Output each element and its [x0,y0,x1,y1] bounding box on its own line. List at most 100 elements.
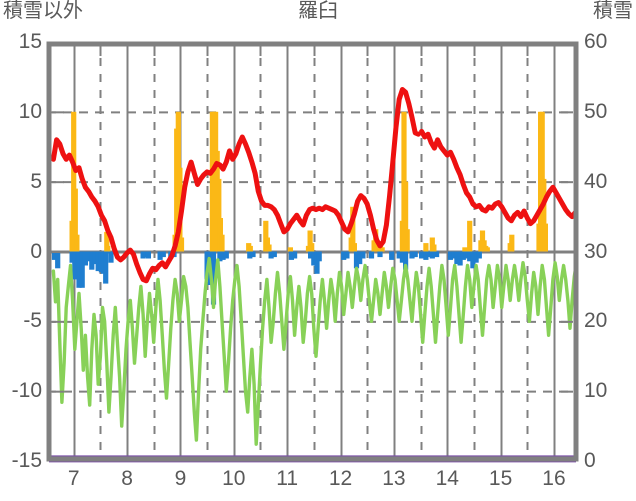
x-axis-tick-label: 16 [542,467,566,490]
bar [95,251,101,272]
x-axis-tick-label: 11 [276,467,299,490]
bar [350,206,356,252]
bar [86,251,92,262]
bar [462,247,468,252]
bar [423,251,429,260]
bar [447,251,454,260]
bar [457,251,463,266]
x-axis-tick-label: 10 [222,467,246,490]
y-axis-tick-label-right: 10 [584,379,608,403]
bar [460,251,466,260]
bar [263,220,269,252]
bar [250,251,256,258]
bar [426,251,432,258]
line-series [51,256,579,446]
bar [89,251,95,270]
bar [409,251,415,259]
bar [541,178,547,252]
y-axis-tick-label-left: 10 [18,99,42,123]
bar [403,181,409,252]
bar [341,251,347,260]
bar [217,251,223,262]
bar [377,251,383,258]
bar [419,251,425,259]
bar [309,243,315,252]
bar [429,251,435,259]
bar [292,251,298,259]
bar [145,251,151,259]
bar [219,234,225,252]
bar [157,251,163,260]
bar [69,251,75,263]
bar [72,188,78,252]
bar [368,251,375,259]
bar [178,237,185,252]
bar [314,251,320,274]
y-axis-tick-label-left: -10 [11,379,42,403]
bar [223,251,229,259]
bar [434,251,440,258]
bar [403,251,409,270]
bar [542,223,548,252]
bar [307,230,313,252]
bar [104,231,110,252]
line-series [419,128,578,227]
y-axis-tick-label-right: 30 [584,239,608,263]
y-axis-tick-label-right: 40 [584,169,608,193]
y-axis-tick-label-left: -5 [23,309,42,333]
bar [82,251,88,266]
bar [360,251,366,259]
bar [399,251,405,263]
bar [431,244,437,252]
bar [412,251,418,258]
left-axis-title: 積雪以外 [3,0,83,22]
bar [142,251,148,258]
bar [74,234,80,252]
bar [216,178,222,252]
bar [389,251,395,260]
y-axis-tick-label-left: 0 [30,239,42,263]
bar [108,251,114,263]
bar [51,251,58,260]
x-axis-tick-label: 13 [382,467,406,490]
bar [268,251,274,259]
bar [467,251,473,262]
bar [484,247,490,252]
bar [473,251,479,263]
bar [55,251,61,269]
bar [210,251,217,305]
bar [401,111,407,252]
bar [451,251,457,259]
bar [247,245,253,252]
bar [71,111,77,252]
x-axis-tick-label: 15 [488,467,513,490]
bar [76,251,82,288]
y-axis-tick-label-right: 20 [584,309,608,333]
bar [351,243,357,252]
bar [357,251,363,265]
bar [266,244,272,252]
bar [353,251,360,269]
page-title: 羅臼 [298,0,338,22]
y-axis-tick-label-right: 60 [584,30,608,53]
bar [103,251,109,284]
bar [509,234,515,252]
bar [470,251,476,269]
axis-frame [46,41,579,462]
y-axis-tick-label-right: 50 [584,99,608,123]
y-axis-tick-label-left: -15 [11,449,42,472]
x-axis-tick-label: 9 [174,467,187,490]
bar [396,251,402,259]
x-axis-tick-label: 14 [435,467,459,490]
bar [247,251,253,259]
bar [344,251,350,259]
bar [311,251,317,266]
bar [476,251,482,259]
bar [467,220,473,252]
bar [454,251,460,265]
bar [379,247,385,252]
bar [287,247,293,252]
bar [271,251,277,258]
